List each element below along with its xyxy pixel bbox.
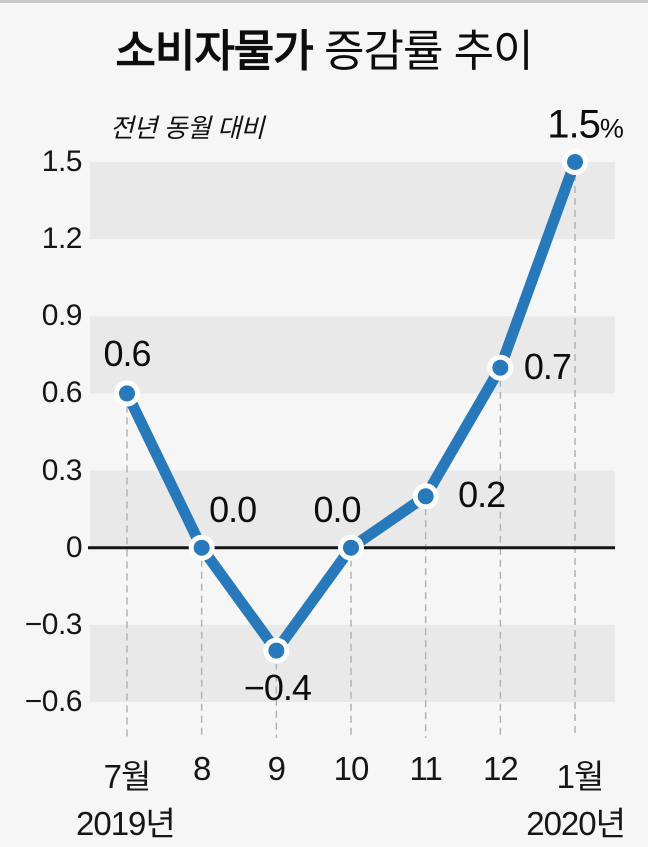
- data-point-dot: [562, 149, 589, 175]
- y-tick-label: 0.9: [41, 299, 83, 333]
- data-point-dot: [487, 354, 514, 381]
- band-row: [90, 624, 615, 702]
- data-point-dot: [412, 483, 439, 510]
- data-point-label: 0.6: [103, 333, 151, 375]
- data-point-label-number: 1.5: [547, 102, 601, 147]
- data-point-label: 0.7: [523, 345, 572, 387]
- y-tick-label: −0.3: [24, 607, 83, 641]
- data-point-label: 1.5%: [547, 102, 624, 148]
- y-tick-label: 0: [65, 530, 83, 564]
- chart-title: 소비자물가 증감률 추이: [0, 24, 648, 79]
- year-label-2020: 2020년: [526, 805, 626, 842]
- chart-subtitle: 전년 동월 대비: [110, 113, 264, 143]
- data-point-label: 0.0: [313, 488, 361, 530]
- chart-title-rest: 증감률 추이: [312, 27, 534, 76]
- data-point-label: 0.2: [458, 474, 506, 516]
- band-row: [90, 316, 615, 394]
- band-row: [90, 162, 615, 240]
- year-label-2019: 2019년: [76, 805, 176, 842]
- x-tick-label: 1월: [556, 758, 605, 795]
- x-tick-label: 12: [482, 750, 519, 787]
- data-point-label: −0.4: [243, 666, 312, 708]
- y-tick-label: 0.6: [41, 376, 83, 410]
- data-point-dot: [338, 534, 365, 561]
- y-tick-label: 1.5: [41, 145, 83, 178]
- chart-title-emphasis: 소비자물가: [115, 27, 313, 76]
- x-tick-label: 8: [192, 750, 211, 787]
- data-point-label: 0.0: [209, 488, 257, 530]
- y-tick-label: 0.3: [41, 453, 83, 487]
- y-tick-label: 1.2: [41, 222, 83, 256]
- percent-sign: %: [599, 113, 624, 144]
- x-tick-label: 10: [333, 750, 370, 787]
- data-point-dot: [188, 534, 215, 561]
- top-rule-divider: [0, 0, 648, 3]
- x-tick-label: 11: [409, 750, 443, 787]
- x-tick-label: 7월: [103, 758, 152, 795]
- data-point-dot: [263, 637, 290, 664]
- x-tick-label: 9: [267, 750, 286, 787]
- data-point-dot: [114, 380, 140, 407]
- y-tick-label: −0.6: [24, 685, 83, 718]
